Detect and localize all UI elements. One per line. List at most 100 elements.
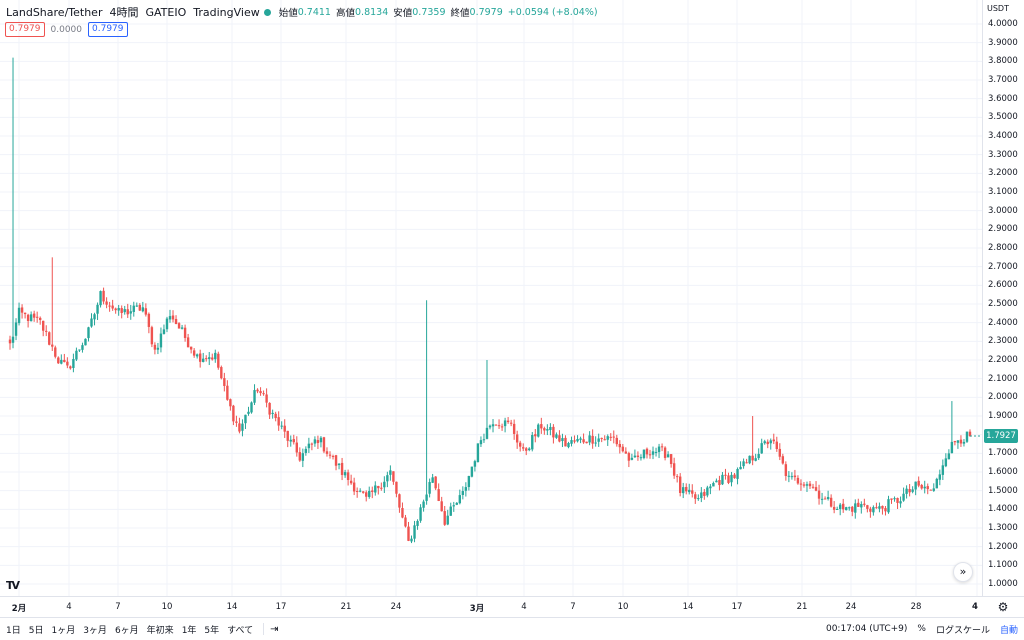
clock-time[interactable]: 00:17:04 (UTC+9): [825, 624, 908, 634]
period-button[interactable]: 1年: [181, 625, 197, 636]
candle-down: [238, 423, 241, 432]
sell-button[interactable]: 0.7979: [5, 22, 45, 37]
candle-up: [482, 439, 486, 441]
time-tick-label: 17: [731, 602, 743, 612]
candle-up: [944, 458, 948, 467]
candle-down: [672, 463, 676, 476]
candle-down: [322, 437, 326, 452]
candle-up: [651, 451, 655, 455]
candle-up: [208, 357, 211, 360]
candle-down: [295, 442, 298, 453]
candle-down: [627, 453, 631, 461]
candle-down: [171, 315, 175, 320]
log-scale-toggle[interactable]: ログスケール: [935, 625, 990, 636]
time-tick-label: 2月: [11, 604, 27, 614]
candle-down: [392, 471, 395, 482]
candle-up: [630, 457, 634, 460]
candle-down: [177, 323, 181, 329]
buy-button[interactable]: 0.7979: [88, 22, 128, 37]
time-tick-label: 4: [66, 602, 72, 612]
candle-down: [20, 307, 24, 313]
candle-down: [615, 437, 618, 445]
candle-down: [174, 318, 178, 324]
candle-up: [253, 390, 256, 403]
change-value: +0.0594 (+8.04%): [507, 6, 598, 18]
candle-down: [434, 476, 437, 489]
candle-up: [760, 443, 763, 454]
candle-down: [621, 446, 625, 452]
candle-down: [8, 339, 12, 344]
period-button[interactable]: すべて: [227, 625, 254, 636]
period-button[interactable]: 1ヶ月: [51, 625, 76, 636]
candle-down: [624, 451, 628, 454]
candle-down: [440, 501, 443, 512]
candle-down: [226, 385, 229, 400]
time-tick-label: 21: [340, 602, 352, 612]
candle-up: [872, 507, 875, 513]
candle-down: [926, 486, 929, 490]
candle-up: [597, 438, 600, 442]
period-button[interactable]: 6ヶ月: [114, 625, 139, 636]
candle-down: [274, 413, 277, 419]
candle-up: [485, 427, 489, 439]
candle-up: [546, 429, 549, 431]
candle-up: [165, 318, 169, 330]
candle-down: [362, 491, 365, 493]
candle-down: [600, 437, 603, 439]
percent-scale-toggle[interactable]: %: [917, 624, 926, 634]
candle-down: [189, 346, 193, 350]
candle-up: [537, 424, 540, 437]
candle-up: [386, 475, 389, 482]
period-button[interactable]: 5日: [28, 625, 44, 636]
candle-down: [349, 480, 353, 484]
period-button[interactable]: 5年: [204, 625, 220, 636]
time-tick-label: 4: [972, 602, 978, 612]
period-button[interactable]: 3ヶ月: [83, 625, 107, 636]
candle-up: [129, 311, 132, 314]
candle-down: [198, 353, 202, 362]
gear-icon[interactable]: ⚙: [997, 600, 1009, 614]
interval-label[interactable]: 4時間: [109, 6, 139, 19]
symbol-name[interactable]: LandShare/Tether: [6, 5, 103, 19]
candle-up: [470, 466, 474, 477]
price-tick-label: 1.6000: [988, 467, 1018, 477]
candle-down: [120, 308, 123, 313]
candle-up: [787, 475, 791, 477]
candle-down: [908, 489, 911, 493]
price-tick-label: 2.5000: [988, 299, 1018, 309]
candle-down: [262, 393, 265, 395]
candle-up: [473, 461, 477, 467]
high-label: 高値: [335, 8, 355, 19]
candle-down: [534, 434, 537, 437]
candle-down: [150, 327, 154, 345]
candle-down: [751, 455, 754, 461]
candle-up: [271, 412, 274, 414]
candle-up: [561, 438, 564, 442]
period-button[interactable]: 年初来: [146, 625, 174, 636]
tradingview-logo-icon[interactable]: TV: [6, 579, 20, 592]
candle-up: [431, 477, 434, 483]
candle-up: [905, 488, 908, 494]
scroll-to-realtime-icon[interactable]: »: [953, 562, 973, 582]
candle-down: [573, 440, 576, 442]
period-button[interactable]: 1日: [6, 625, 21, 636]
auto-scale-toggle[interactable]: 自動: [999, 625, 1018, 636]
candle-up: [464, 487, 468, 491]
candle-down: [552, 426, 555, 438]
candle-up: [96, 304, 99, 314]
candle-down: [437, 489, 440, 501]
candle-up: [195, 354, 199, 357]
candle-down: [866, 505, 869, 509]
currency-unit[interactable]: USDT: [987, 4, 1009, 13]
candle-down: [66, 361, 69, 366]
candle-down: [365, 492, 368, 497]
candle-down: [310, 443, 314, 445]
candle-up: [156, 347, 160, 350]
candle-down: [884, 508, 887, 512]
candle-down: [23, 312, 27, 315]
candle-down: [35, 316, 39, 318]
go-to-date-icon[interactable]: ⇥: [270, 623, 279, 635]
candle-up: [932, 488, 935, 491]
candle-down: [217, 353, 220, 368]
